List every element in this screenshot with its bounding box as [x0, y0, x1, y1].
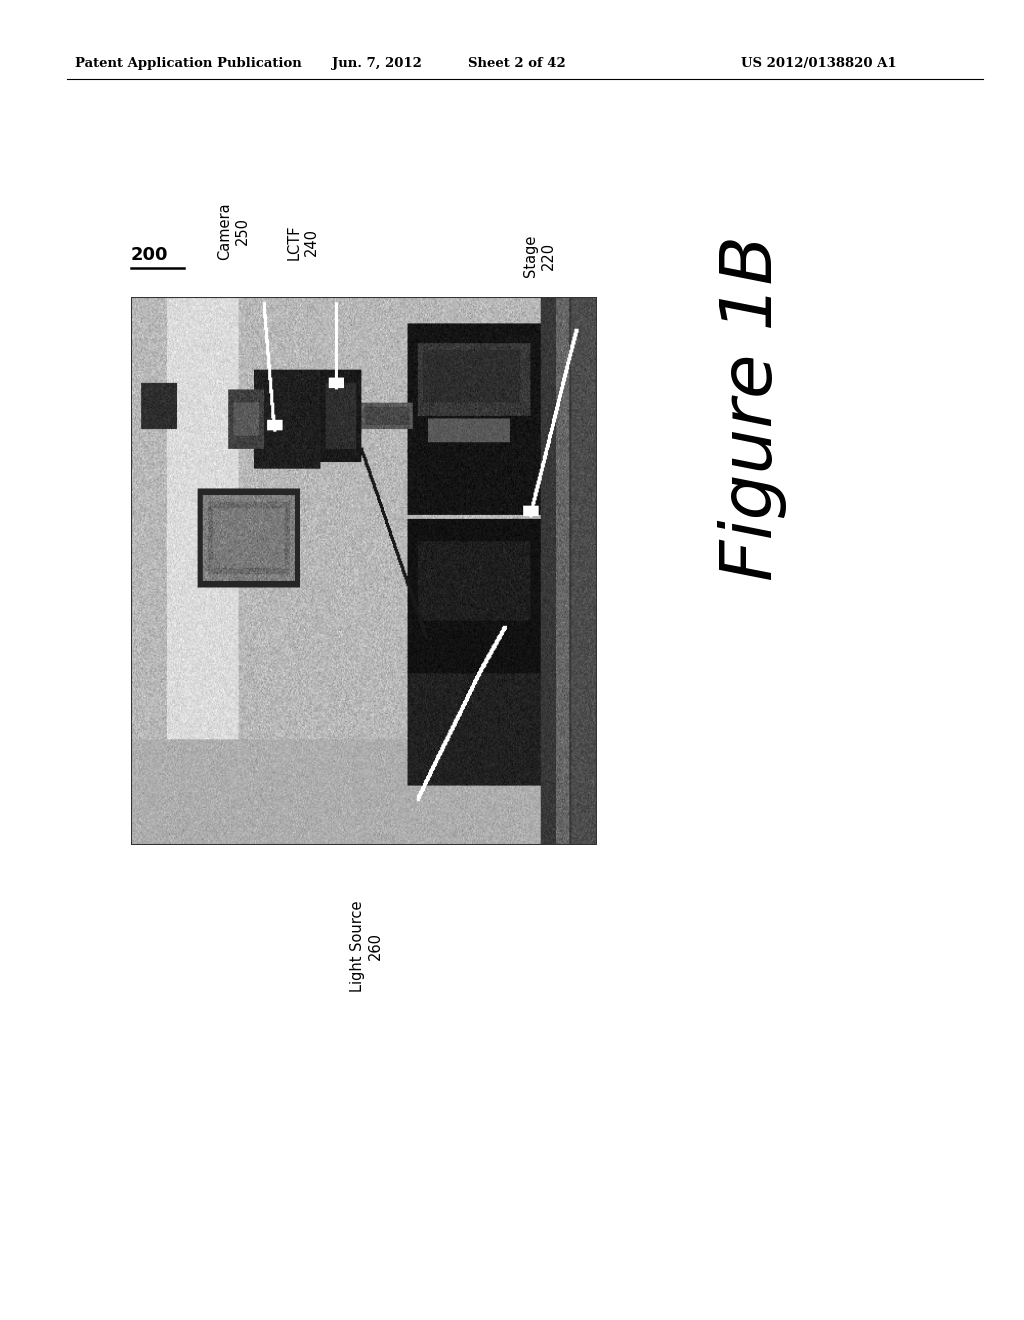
Text: US 2012/0138820 A1: US 2012/0138820 A1: [741, 57, 897, 70]
Text: Light Source
260: Light Source 260: [350, 900, 383, 991]
Text: Camera
250: Camera 250: [217, 202, 250, 260]
Text: Jun. 7, 2012: Jun. 7, 2012: [332, 57, 422, 70]
Text: LCTF
240: LCTF 240: [287, 224, 319, 260]
Text: Patent Application Publication: Patent Application Publication: [75, 57, 301, 70]
Text: Stage
220: Stage 220: [523, 235, 556, 277]
Text: Figure 1B: Figure 1B: [718, 235, 787, 581]
Text: Sheet 2 of 42: Sheet 2 of 42: [468, 57, 566, 70]
Text: 200: 200: [131, 246, 169, 264]
